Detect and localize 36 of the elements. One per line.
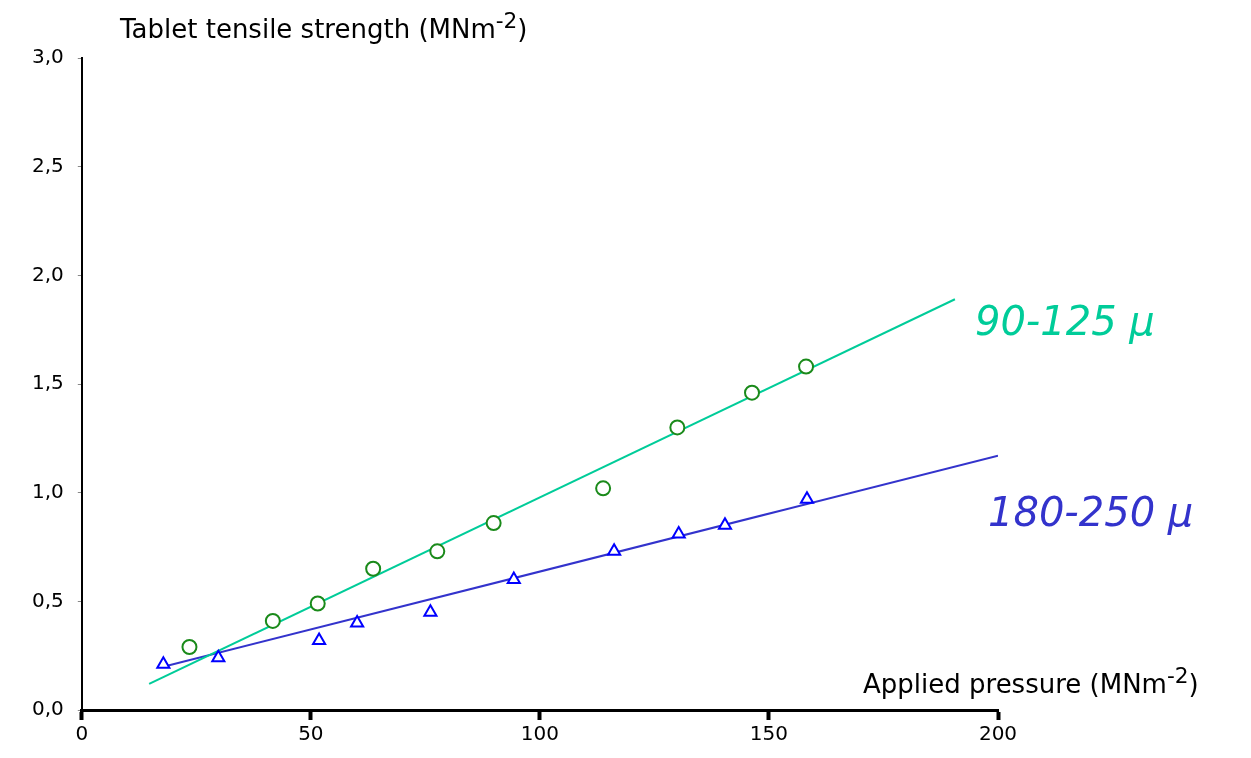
y-tick-label: 1,5 (31, 370, 64, 395)
point (607, 543, 622, 556)
point (156, 656, 171, 669)
y-tick-label: 0,5 (31, 587, 64, 612)
x-tick-label: 150 (749, 721, 789, 746)
point (595, 480, 612, 497)
point (671, 525, 686, 539)
point (365, 560, 382, 577)
point (669, 419, 686, 436)
point (181, 638, 198, 655)
point (798, 358, 815, 375)
point (799, 491, 815, 504)
y-tick-label: 3,0 (31, 44, 64, 69)
point (350, 615, 365, 628)
y-axis-title: Tablet tensile strength (MNm$^{-2}$) (120, 8, 528, 44)
point (211, 649, 226, 663)
point (423, 604, 438, 617)
x-tick-label: 200 (978, 721, 1018, 746)
point (264, 612, 281, 629)
point (312, 632, 327, 645)
point (717, 517, 733, 530)
y-tick-label: 2,5 (31, 152, 64, 177)
y-tick-label: 0,0 (31, 696, 64, 721)
point (485, 515, 502, 532)
series-label: 180-250 μ (988, 489, 1194, 536)
x-tick-label: 0 (75, 721, 89, 746)
x-axis-title: Applied pressure (MNm$^{-2}$) (863, 663, 1199, 699)
point (506, 571, 521, 585)
y-tick-label: 2,0 (31, 261, 64, 286)
x-tick-label: 50 (298, 721, 324, 746)
x-tick-label: 100 (520, 721, 559, 746)
point (309, 595, 326, 612)
point (744, 384, 760, 401)
series-label: 90-125 μ (974, 297, 1155, 344)
y-tick-label: 1,0 (31, 478, 64, 503)
point (429, 543, 446, 560)
